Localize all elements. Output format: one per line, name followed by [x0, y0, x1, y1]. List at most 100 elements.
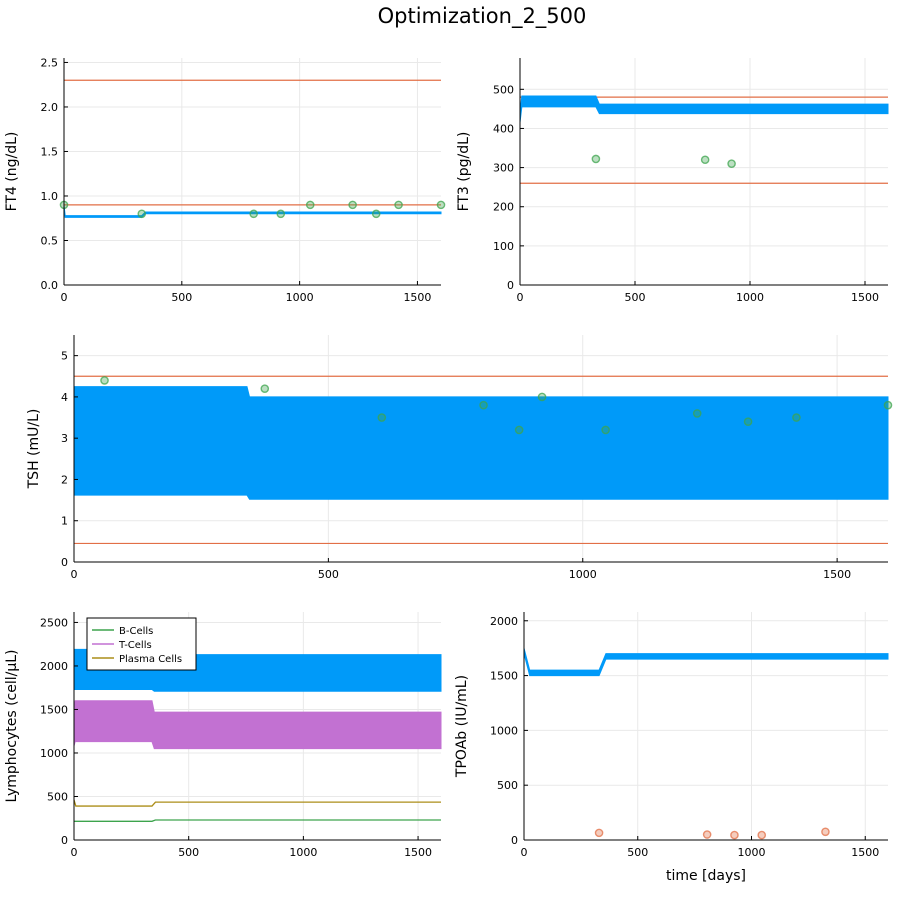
- tsh-y-axis-label: TSH (mU/L): [26, 409, 42, 490]
- tsh-observation-point: [743, 417, 753, 426]
- ft4-observation-point: [305, 200, 315, 210]
- ft4-y-axis-label: FT4 (ng/dL): [4, 132, 20, 212]
- tsh-observation-point: [692, 409, 702, 418]
- tsh-ytick-label: 5: [61, 350, 68, 363]
- tsh-observation-point: [260, 384, 270, 393]
- tsh-observation-point: [792, 413, 801, 422]
- ft4-observation-point: [137, 209, 147, 219]
- ft3-observation-point: [700, 155, 710, 165]
- ft4-ytick-label: 0.5: [41, 234, 59, 247]
- tsh-observation-point: [479, 400, 488, 410]
- ft3-xtick-label: 0: [517, 291, 524, 304]
- tpoab-xtick-label: 500: [627, 846, 648, 859]
- tsh-observation-point: [883, 400, 893, 410]
- tsh-ytick-label: 1: [61, 515, 68, 528]
- ft4-ytick-label: 0.0: [41, 279, 59, 292]
- tpoab-xtick-label: 1500: [851, 846, 879, 859]
- ft3-ytick-label: 0: [507, 279, 514, 292]
- tpoab-y-axis-label: TPOAb (IU/mL): [454, 675, 470, 778]
- ft4-xtick-label: 1000: [286, 291, 314, 304]
- lymph-ytick-label: 500: [47, 790, 68, 803]
- tpoab-ytick-label: 1000: [490, 724, 518, 737]
- tsh-xtick-label: 1500: [823, 568, 851, 581]
- ft4-observation-point: [436, 200, 446, 210]
- tpoab-observation-point: [757, 830, 767, 840]
- lymph-legend-label: B-Cells: [119, 626, 153, 637]
- tpoab-ytick-label: 0: [511, 834, 518, 847]
- ft3-y-axis-label: FT3 (pg/dL): [456, 132, 472, 212]
- lymph-y-axis-label: Lymphocytes (cell/μL): [4, 649, 20, 802]
- ft4-observation-point: [394, 200, 403, 210]
- tsh-observation-point: [601, 425, 610, 435]
- tpoab-observation-point: [594, 828, 604, 838]
- ft3-ytick-label: 100: [493, 240, 514, 253]
- tpoab-ytick-label: 2000: [490, 615, 518, 628]
- ft4-observation-point: [249, 209, 258, 219]
- ft3-observation-point: [727, 159, 736, 168]
- ft4-observation-point: [371, 209, 381, 219]
- tsh-observation-point: [537, 392, 547, 402]
- tpoab-panel: 0 500 1000 1500 0 500 1000 1500 2000 TPOAb (IU/mL…: [454, 612, 889, 884]
- ft4-xtick-label: 1500: [403, 291, 431, 304]
- tpoab-observation-point: [730, 830, 739, 840]
- lymph-panel: 0 500 1000 1500 0 500 1000 1500 2000 2500 Lymphocy…: [4, 612, 442, 859]
- ft3-xtick-label: 1000: [736, 291, 764, 304]
- ft4-model-band: [63, 204, 442, 218]
- lymph-xtick-label: 1000: [289, 846, 317, 859]
- lymph-ytick-label: 1000: [40, 747, 68, 760]
- lymph-ytick-label: 2500: [40, 616, 68, 629]
- tsh-observation-point: [514, 425, 524, 435]
- tsh-observation-point: [100, 376, 109, 385]
- tsh-ytick-label: 3: [61, 432, 68, 445]
- tpoab-model-band: [523, 648, 889, 677]
- tsh-ytick-label: 4: [61, 391, 68, 404]
- tsh-ytick-label: 0: [61, 556, 68, 569]
- ft3-model-band: [519, 95, 889, 123]
- lymph-ytick-label: 2000: [40, 660, 68, 673]
- ft4-ytick-label: 2.0: [41, 101, 59, 114]
- ft4-xtick-label: 500: [171, 291, 192, 304]
- ft4-panel: 0 500 1000 1500 0.0 0.5 1.0 1.5 2.0 2.5 FT4 (ng/dL…: [4, 56, 446, 304]
- tpoab-ytick-label: 1500: [490, 670, 518, 683]
- ft3-panel: 0 500 1000 1500 0 100 200 300 400 500 FT3 (pg/dL): [456, 58, 889, 304]
- ft3-ytick-label: 300: [493, 162, 514, 175]
- lymph-xtick-label: 1500: [404, 846, 432, 859]
- lymph-ytick-label: 1500: [40, 703, 68, 716]
- lymph-xtick-label: 500: [178, 846, 199, 859]
- ft3-ytick-label: 200: [493, 201, 514, 214]
- tsh-xtick-label: 500: [318, 568, 339, 581]
- ft4-observation-point: [276, 209, 286, 219]
- ft3-ytick-label: 400: [493, 122, 514, 135]
- tsh-xtick-label: 0: [71, 568, 78, 581]
- tpoab-observation-point: [702, 830, 712, 839]
- ft4-ytick-label: 1.0: [41, 190, 59, 203]
- lymph-ytick-label: 0: [61, 834, 68, 847]
- lymph-legend-label: Plasma Cells: [119, 654, 182, 665]
- figure-title: Optimization_2_500: [378, 4, 587, 29]
- lymph-legend: B-Cells T-Cells Plasma Cells: [86, 617, 197, 671]
- ft3-xtick-label: 500: [625, 291, 646, 304]
- ft4-ytick-label: 2.5: [41, 56, 59, 69]
- tpoab-xtick-label: 1000: [738, 846, 766, 859]
- lymph-series-line: [74, 819, 441, 822]
- tpoab-x-axis-label: time [days]: [666, 868, 746, 884]
- tsh-model-band: [73, 386, 889, 500]
- tpoab-xtick-label: 0: [521, 846, 528, 859]
- ft4-xtick-label: 0: [61, 291, 68, 304]
- lymph-series-line: [73, 799, 441, 807]
- ft3-xtick-label: 1500: [851, 291, 879, 304]
- tsh-panel: 0 500 1000 1500 0 1 2 3 4 5 TSH (mU/L): [26, 335, 893, 581]
- tsh-xtick-label: 1000: [569, 568, 597, 581]
- ft4-ytick-label: 1.5: [41, 145, 59, 158]
- lymph-legend-label: T-Cells: [118, 640, 152, 651]
- tsh-ytick-label: 2: [61, 473, 68, 486]
- lymph-band-tcells: [73, 700, 442, 750]
- ft3-observation-point: [591, 154, 601, 164]
- ft4-observation-point: [348, 200, 357, 210]
- lymph-xtick-label: 0: [71, 846, 78, 859]
- ft3-ytick-label: 500: [493, 83, 514, 96]
- tpoab-observation-point: [821, 827, 830, 837]
- tpoab-ytick-label: 500: [497, 779, 518, 792]
- tsh-observation-point: [377, 413, 387, 422]
